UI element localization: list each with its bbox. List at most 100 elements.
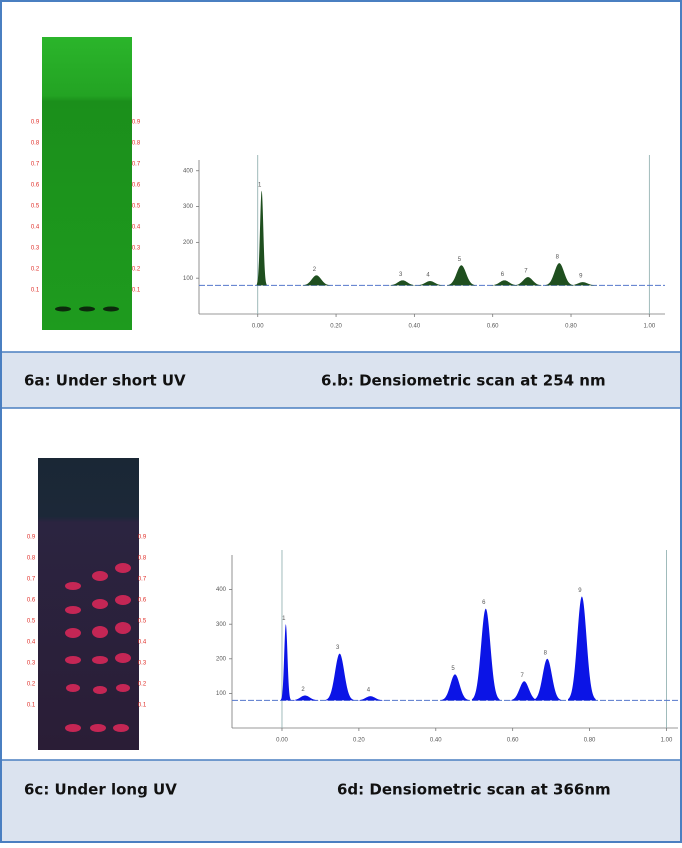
peak	[280, 624, 291, 701]
rf-label: 0.2	[138, 682, 147, 688]
rf-label: 0.1	[132, 288, 141, 294]
rf-label: 0.6	[138, 598, 147, 604]
peak-label: 9	[578, 588, 582, 594]
peak	[415, 281, 445, 286]
x-tick-label: 1.00	[661, 738, 673, 744]
caption-band	[0, 352, 682, 408]
rf-label: 0.7	[27, 577, 36, 583]
rf-label: 0.6	[31, 183, 40, 189]
peak	[568, 282, 597, 286]
x-tick-label: 0.80	[584, 738, 596, 744]
peak	[388, 280, 417, 286]
peak-label: 3	[336, 645, 340, 651]
y-tick-label: 300	[183, 204, 194, 210]
peak	[356, 696, 385, 701]
peak-label: 3	[399, 272, 403, 278]
peak	[441, 674, 469, 701]
rf-label: 0.1	[31, 288, 40, 294]
rf-label: 0.9	[132, 120, 141, 126]
peak	[490, 280, 519, 286]
rf-label: 0.1	[138, 703, 147, 709]
rf-label: 0.9	[31, 120, 40, 126]
caption-band	[0, 760, 682, 843]
peak-label: 8	[544, 650, 548, 656]
rf-label: 0.5	[31, 204, 40, 210]
y-tick-label: 200	[216, 656, 227, 662]
rf-label: 0.1	[27, 703, 36, 709]
caption: 6d: Densiometric scan at 366nm	[337, 781, 611, 799]
rf-label: 0.8	[132, 141, 141, 147]
rf-label: 0.5	[138, 619, 147, 625]
y-tick-label: 300	[216, 622, 227, 628]
rf-label: 0.3	[31, 246, 40, 252]
peak-label: 8	[556, 255, 560, 261]
rf-label: 0.8	[138, 556, 147, 562]
spot	[103, 306, 119, 312]
peak	[513, 277, 543, 286]
peak	[256, 190, 267, 286]
peak	[302, 275, 331, 286]
rf-label: 0.7	[138, 577, 147, 583]
peak	[325, 653, 354, 701]
x-tick-label: 0.00	[252, 324, 264, 330]
rf-label: 0.9	[27, 535, 36, 541]
peak	[471, 608, 500, 701]
peak-label: 5	[451, 666, 455, 672]
x-tick-label: 0.60	[507, 738, 519, 744]
rf-label: 0.7	[31, 162, 40, 168]
caption: 6a: Under short UV	[24, 372, 186, 390]
caption: 6.b: Densiometric scan at 254 nm	[321, 372, 606, 390]
peak	[447, 265, 476, 286]
rf-label: 0.5	[27, 619, 36, 625]
peak	[533, 658, 562, 701]
x-tick-label: 0.20	[353, 738, 365, 744]
peak-label: 2	[301, 687, 305, 693]
x-tick-label: 0.40	[430, 738, 442, 744]
spot	[79, 306, 95, 312]
rf-label: 0.4	[138, 640, 147, 646]
x-tick-label: 0.40	[409, 324, 421, 330]
peak-label: 4	[367, 688, 371, 694]
peak-label: 1	[282, 616, 286, 622]
peak-label: 6	[482, 600, 486, 606]
rf-label: 0.4	[132, 225, 141, 231]
peak-label: 1	[258, 182, 262, 188]
peak	[545, 263, 574, 286]
y-tick-label: 400	[216, 587, 227, 593]
peak-label: 4	[426, 273, 430, 279]
y-tick-label: 100	[216, 691, 227, 697]
caption: 6c: Under long UV	[24, 781, 177, 799]
rf-label: 0.2	[132, 267, 141, 273]
rf-label: 0.2	[27, 682, 36, 688]
rf-label: 0.3	[132, 246, 141, 252]
rf-label: 0.4	[31, 225, 40, 231]
rf-label: 0.6	[132, 183, 141, 189]
bands	[65, 563, 131, 732]
rf-label: 0.6	[27, 598, 36, 604]
peak-label: 2	[313, 267, 317, 273]
peak-label: 7	[524, 269, 528, 275]
peak-label: 7	[521, 673, 525, 679]
peak	[510, 681, 539, 701]
peak-label: 6	[501, 272, 505, 278]
x-tick-label: 0.80	[565, 324, 577, 330]
rf-label: 0.5	[132, 204, 141, 210]
x-tick-label: 0.00	[276, 738, 288, 744]
tlc-plate	[42, 37, 132, 330]
peak	[291, 695, 319, 701]
x-tick-label: 0.20	[330, 324, 342, 330]
rf-label: 0.3	[27, 661, 36, 667]
peak	[568, 596, 596, 701]
rf-label: 0.7	[132, 162, 141, 168]
rf-label: 0.4	[27, 640, 36, 646]
rf-label: 0.8	[27, 556, 36, 562]
y-tick-label: 100	[183, 276, 194, 282]
x-tick-label: 1.00	[643, 324, 655, 330]
y-tick-label: 200	[183, 240, 194, 246]
rf-label: 0.8	[31, 141, 40, 147]
rf-label: 0.3	[138, 661, 147, 667]
rf-label: 0.2	[31, 267, 40, 273]
peak-label: 5	[458, 257, 462, 263]
